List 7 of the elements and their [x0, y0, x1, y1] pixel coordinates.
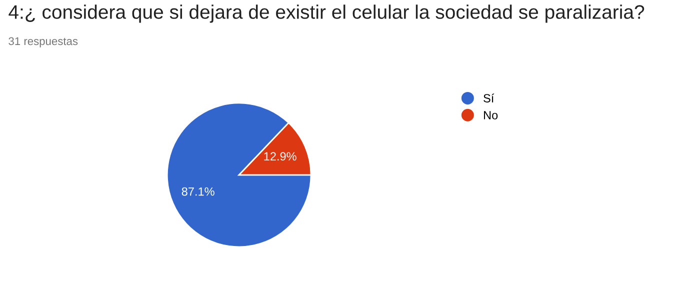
legend-label: No	[484, 111, 498, 120]
data-label: 12.9%	[264, 152, 296, 161]
chart-title: 4:¿ considera que si dejara de existir el celular la sociedad se paralizaria?	[8, 4, 644, 23]
data-label: 87.1%	[182, 187, 214, 196]
text: 31 respuestas	[8, 37, 78, 48]
legend-label: Sí	[484, 94, 494, 102]
pie-slice	[166, 102, 312, 248]
